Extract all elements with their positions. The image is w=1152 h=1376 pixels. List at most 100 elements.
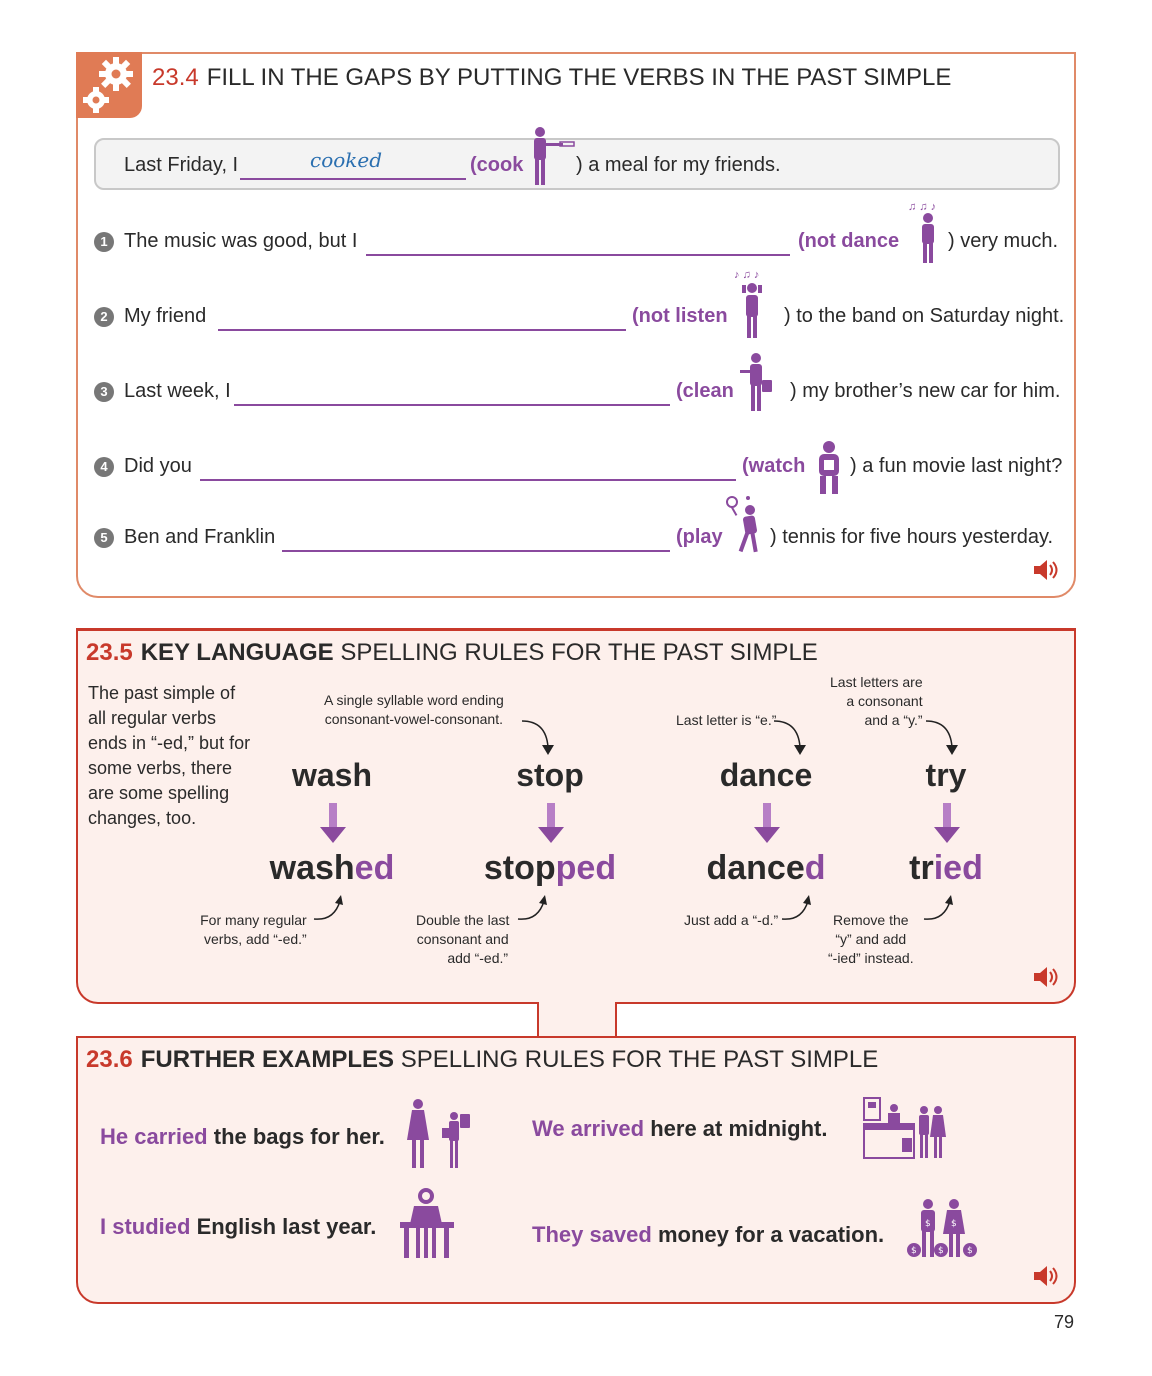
- item-verb: (not dance: [798, 230, 900, 252]
- example-answer: cooked: [310, 148, 383, 172]
- item-verb: (clean: [676, 380, 734, 402]
- answer-line[interactable]: [200, 479, 736, 481]
- note-bottom-wash: For many regular verbs, add “-ed.”: [198, 911, 307, 949]
- item-number: 3: [94, 382, 114, 402]
- svg-text:♫ ♫ ♪: ♫ ♫ ♪: [908, 201, 936, 213]
- note-bottom-dance: Just add a “-d.”: [684, 911, 778, 930]
- verb-ending: ped: [555, 849, 617, 887]
- note-line: consonant and: [416, 931, 509, 947]
- svg-text:$: $: [938, 1246, 944, 1256]
- item-number: 1: [94, 232, 114, 252]
- note-line: “y” and add: [835, 931, 907, 947]
- person-covering-ears-icon: ♪ ♫ ♪: [734, 269, 762, 338]
- couple-with-money-bags-icon: $ $ $ $ $: [907, 1199, 977, 1257]
- intro-text: The past simple of all regular verbs end…: [88, 683, 251, 828]
- verb-ending: d: [804, 849, 826, 887]
- gear-icon-badge: [76, 52, 142, 118]
- svg-text:$: $: [951, 1219, 957, 1229]
- note-line: Last letters are: [830, 674, 923, 690]
- subject-verb: He carried: [100, 1124, 208, 1149]
- audio-speaker-icon[interactable]: [1032, 965, 1062, 989]
- item-text-after: ) a fun movie last night?: [850, 455, 1063, 477]
- verb-stem: dance: [706, 849, 805, 887]
- note-line: and a “y.”: [864, 712, 923, 728]
- section-title: 23.5 KEY LANGUAGE SPELLING RULES FOR THE …: [86, 639, 818, 667]
- curved-arrow-icon: [925, 720, 958, 755]
- example-sentence-3: I studied English last year.: [100, 1214, 376, 1240]
- section-keyword: KEY LANGUAGE: [140, 639, 334, 666]
- down-arrow-icon: [538, 803, 564, 843]
- audio-speaker-icon[interactable]: [1032, 1264, 1062, 1288]
- example-sentence-1: He carried the bags for her.: [100, 1124, 385, 1150]
- note-line: For many regular: [200, 912, 307, 928]
- note-line: A single syllable word ending: [324, 692, 504, 708]
- answer-line[interactable]: [218, 329, 626, 331]
- note-line: Remove the: [833, 912, 909, 928]
- svg-text:♪ ♫ ♪: ♪ ♫ ♪: [734, 269, 759, 281]
- curved-arrow-icon: [773, 720, 806, 755]
- item-text-after: ) my brother’s new car for him.: [790, 380, 1061, 402]
- past-verb-danced: danced: [656, 849, 876, 888]
- exercise-section-23-4: 23.4 FILL IN THE GAPS BY PUTTING THE VERB…: [76, 52, 1076, 598]
- item-text-after: ) to the band on Saturday night.: [784, 305, 1065, 327]
- base-verb-try: try: [925, 757, 967, 793]
- exercise-row-1: 1 The music was good, but I (not dance )…: [94, 220, 1074, 260]
- sentence-rest: money for a vacation.: [651, 1222, 885, 1247]
- note-line: consonant-vowel-consonant.: [324, 711, 503, 727]
- example-sentence-2: We arrived here at midnight.: [532, 1116, 827, 1142]
- item-number: 5: [94, 528, 114, 548]
- note-bottom-try: Remove the “y” and add “-ied” instead.: [828, 911, 914, 968]
- note-line: verbs, add “-ed.”: [204, 931, 307, 947]
- curved-arrow-icon: [781, 895, 811, 920]
- curved-arrow-icon: [521, 720, 554, 755]
- note-top-dance: Last letter is “e.”: [676, 711, 776, 730]
- verb-stem: wash: [269, 849, 355, 887]
- person-playing-tennis-icon: [726, 496, 758, 553]
- past-verb-tried: tried: [836, 849, 1056, 888]
- example-sentence-4: They saved money for a vacation.: [532, 1222, 884, 1248]
- svg-text:$: $: [967, 1246, 973, 1256]
- verb-ending: ied: [933, 849, 983, 887]
- section-heading: SPELLING RULES FOR THE PAST SIMPLE: [340, 639, 818, 666]
- gear-icon: [83, 57, 133, 113]
- answer-line[interactable]: [366, 254, 790, 256]
- verb-ending: ed: [354, 849, 395, 887]
- item-text-before: The music was good, but I: [124, 230, 358, 252]
- curved-arrow-icon: [313, 895, 343, 920]
- note-line: Last letter is “e.”: [676, 712, 777, 728]
- hotel-reception-icon: [863, 1097, 946, 1159]
- sentence-rest: here at midnight.: [644, 1116, 828, 1141]
- svg-text:$: $: [925, 1219, 931, 1229]
- exercise-row-5: 5 Ben and Franklin (play ) tennis for fi…: [94, 516, 1074, 556]
- carrying-bags-icon: [407, 1099, 470, 1168]
- section-title: 23.6 FURTHER EXAMPLES SPELLING RULES FOR …: [86, 1046, 878, 1074]
- note-line: “-ied” instead.: [828, 950, 914, 966]
- item-text-before: Last week, I: [124, 380, 231, 402]
- past-verb-washed: washed: [222, 849, 442, 888]
- section-number: 23.6: [86, 1046, 133, 1073]
- verb-stem: tr: [909, 849, 934, 887]
- student-at-desk-icon: [400, 1188, 454, 1258]
- subject-verb: They saved: [532, 1222, 652, 1247]
- sentence-rest: the bags for her.: [207, 1124, 385, 1149]
- base-verb-dance: dance: [719, 757, 813, 793]
- section-keyword: FURTHER EXAMPLES: [140, 1046, 395, 1073]
- section-heading: SPELLING RULES FOR THE PAST SIMPLE: [400, 1046, 879, 1073]
- answer-line[interactable]: [234, 404, 670, 406]
- key-language-section-23-5: 23.5 KEY LANGUAGE SPELLING RULES FOR THE …: [76, 628, 1076, 1004]
- item-number: 4: [94, 457, 114, 477]
- subject-verb: We arrived: [532, 1116, 645, 1141]
- exercise-row-4: 4 Did you (watch ) a fun movie last nigh…: [94, 445, 1074, 485]
- note-line: a consonant: [846, 693, 923, 709]
- audio-speaker-icon[interactable]: [1032, 558, 1062, 582]
- section-connector: [537, 1002, 617, 1040]
- answer-line[interactable]: [282, 550, 670, 552]
- example-text-after: ) a meal for my friends.: [576, 154, 781, 176]
- base-verb-wash: wash: [291, 757, 373, 793]
- section-number: 23.4: [152, 64, 199, 91]
- section-title: 23.4 FILL IN THE GAPS BY PUTTING THE VERB…: [152, 64, 951, 92]
- sentence-rest: English last year.: [190, 1214, 377, 1239]
- down-arrow-icon: [934, 803, 960, 843]
- example-verb: (cook: [470, 154, 524, 176]
- exercise-row-2: 2 My friend (not listen ) to the band on…: [94, 295, 1074, 335]
